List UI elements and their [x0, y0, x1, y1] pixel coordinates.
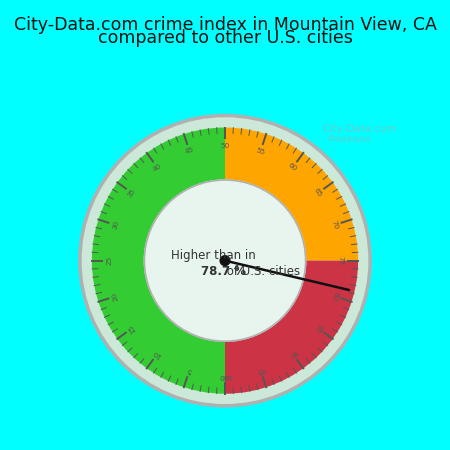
Wedge shape: [92, 127, 225, 394]
Text: Higher than in: Higher than in: [171, 248, 256, 261]
Wedge shape: [225, 127, 358, 261]
Text: 30: 30: [111, 220, 120, 230]
Text: 90: 90: [287, 349, 298, 359]
Text: compared to other U.S. cities: compared to other U.S. cities: [98, 29, 352, 47]
Text: 78.7 %: 78.7 %: [201, 266, 246, 279]
Text: 70: 70: [330, 220, 339, 230]
Text: 65: 65: [313, 188, 323, 198]
Wedge shape: [225, 261, 358, 394]
Text: 20: 20: [111, 291, 120, 302]
Text: 40: 40: [152, 162, 163, 173]
Text: of U.S. cities: of U.S. cities: [223, 266, 300, 279]
Text: 5: 5: [186, 367, 193, 374]
Text: 10: 10: [152, 349, 163, 359]
Circle shape: [81, 116, 369, 405]
Text: 75: 75: [337, 256, 343, 265]
Text: 85: 85: [313, 323, 323, 334]
Text: 100: 100: [218, 373, 232, 379]
Text: City-Data.com: City-Data.com: [323, 124, 397, 135]
Text: 25: 25: [107, 256, 113, 265]
Text: 50: 50: [220, 143, 230, 148]
Text: City-Data.com crime index in Mountain View, CA: City-Data.com crime index in Mountain Vi…: [14, 16, 436, 34]
Text: 0: 0: [223, 373, 227, 379]
Text: 95: 95: [255, 366, 266, 374]
Text: 45: 45: [184, 147, 195, 155]
Text: 15: 15: [127, 323, 137, 334]
Circle shape: [220, 256, 230, 266]
Text: 80: 80: [330, 291, 339, 302]
Text: 60: 60: [287, 162, 298, 173]
Circle shape: [144, 180, 306, 341]
Text: #aaaaaa: #aaaaaa: [327, 134, 371, 144]
Text: 55: 55: [255, 147, 266, 155]
Text: 35: 35: [127, 188, 137, 198]
